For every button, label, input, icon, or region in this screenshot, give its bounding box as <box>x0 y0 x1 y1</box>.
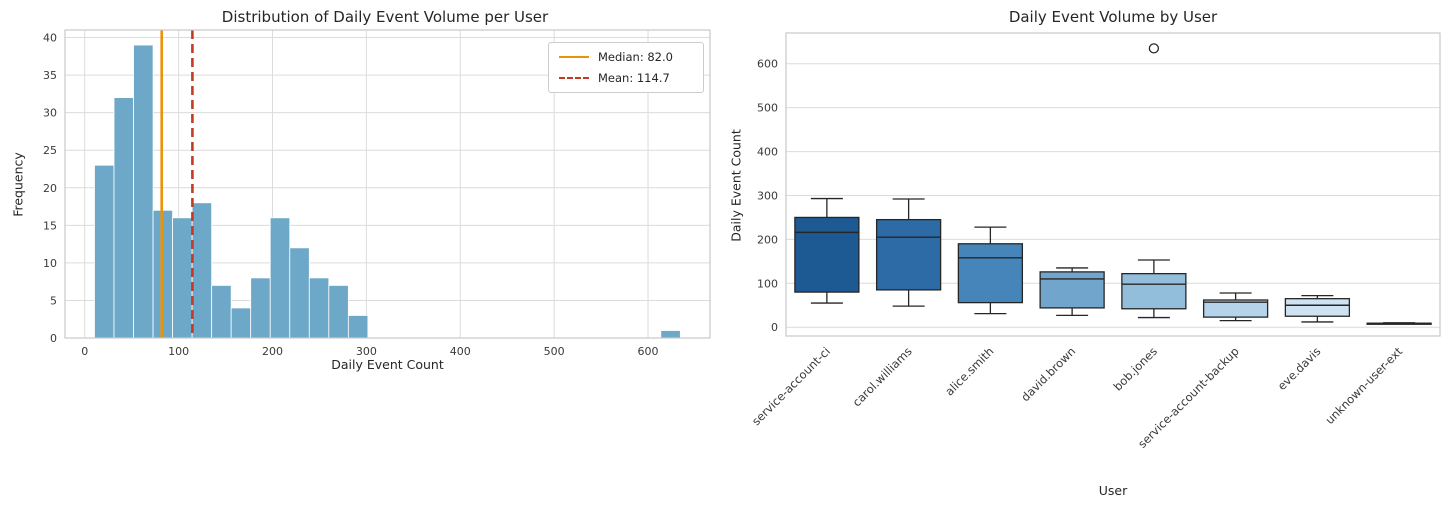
y-tick-label: 35 <box>43 69 57 82</box>
histogram-bar <box>347 315 369 339</box>
y-tick-label: 15 <box>43 219 57 232</box>
histogram-bar <box>172 217 193 339</box>
histogram-title: Distribution of Daily Event Volume per U… <box>221 8 549 26</box>
x-tick-label: 400 <box>450 345 471 358</box>
y-tick-label: 500 <box>757 102 778 115</box>
legend-item-mean: Mean: 114.7 <box>559 71 693 85</box>
x-tick-label: alice.smith <box>942 344 996 398</box>
x-tick-label: carol.williams <box>850 344 915 409</box>
boxplot-box <box>1039 271 1105 309</box>
histogram-bar <box>94 164 115 339</box>
histogram-bar <box>308 277 330 339</box>
y-tick-label: 5 <box>50 294 57 307</box>
histogram-bar <box>660 330 681 339</box>
y-tick-label: 600 <box>757 58 778 71</box>
boxplot-plot: service-account-ci carol.williams alice.sm… <box>749 32 1441 451</box>
x-tick-label: 200 <box>262 345 283 358</box>
legend-mean-label: Mean: 114.7 <box>598 71 670 85</box>
y-tick-label: 0 <box>50 332 57 345</box>
y-tick-label: 30 <box>43 107 57 120</box>
y-tick-label: 10 <box>43 257 57 270</box>
boxplot-box <box>1121 272 1187 310</box>
histogram-xlabel: Daily Event Count <box>331 357 444 372</box>
y-tick-label: 400 <box>757 146 778 159</box>
plot-border <box>785 32 1441 337</box>
histogram-ylabel: Frequency <box>10 152 26 217</box>
histogram-bar <box>113 97 134 339</box>
y-tick-label: 200 <box>757 233 778 246</box>
x-tick-label: 100 <box>168 345 189 358</box>
median-line-swatch <box>559 56 589 58</box>
legend-item-median: Median: 82.0 <box>559 50 693 64</box>
boxplot-xlabel: User <box>1098 483 1128 498</box>
y-tick-label: 20 <box>43 182 57 195</box>
x-tick-label: bob.jones <box>1111 344 1160 393</box>
histogram-bar <box>289 247 310 339</box>
boxplot-box <box>1202 299 1269 318</box>
outlier-point <box>1148 43 1160 54</box>
histogram-bar <box>133 44 154 339</box>
histogram-panel: 0 100 200 300 400 500 600 0 5 10 15 20 25 30 35 40 Dist… <box>10 8 711 372</box>
x-tick-label: 0 <box>81 345 88 358</box>
y-tick-label: 25 <box>43 144 57 157</box>
x-tick-label: david.brown <box>1018 344 1078 404</box>
histogram-bar <box>230 307 252 339</box>
boxplot-panel: service-account-ci carol.williams alice.sm… <box>728 0 1456 514</box>
histogram-bar <box>211 285 232 339</box>
x-tick-label: 300 <box>356 345 377 358</box>
y-tick-label: 0 <box>771 321 778 334</box>
legend: Median: 82.0 Mean: 114.7 <box>548 42 704 93</box>
x-tick-label: 600 <box>638 345 659 358</box>
boxplot-box <box>794 216 860 293</box>
boxplot-title: Daily Event Volume by User <box>1008 8 1218 26</box>
y-tick-label: 100 <box>757 277 778 290</box>
legend-median-label: Median: 82.0 <box>598 50 673 64</box>
histogram-bar <box>269 217 291 339</box>
boxplot-box <box>875 218 942 291</box>
histogram-bar <box>328 285 349 339</box>
histogram-plot: 0 100 200 300 400 500 600 0 5 10 15 20 25 30 35 40 <box>43 29 711 358</box>
y-tick-label: 40 <box>43 32 57 45</box>
histogram-bar <box>250 277 271 339</box>
boxplot-ylabel: Daily Event Count <box>728 129 744 242</box>
histogram-bar <box>191 202 213 339</box>
x-tick-label: eve.davis <box>1275 344 1324 393</box>
mean-line-swatch <box>559 77 589 79</box>
x-tick-label: service-account-ci <box>749 344 833 428</box>
boxplot-box <box>957 243 1024 304</box>
plot-border <box>64 29 711 339</box>
x-tick-label: unknown-user-ext <box>1322 344 1405 427</box>
boxplot-box <box>1284 298 1351 317</box>
y-tick-label: 300 <box>757 189 778 202</box>
x-tick-label: 500 <box>544 345 565 358</box>
